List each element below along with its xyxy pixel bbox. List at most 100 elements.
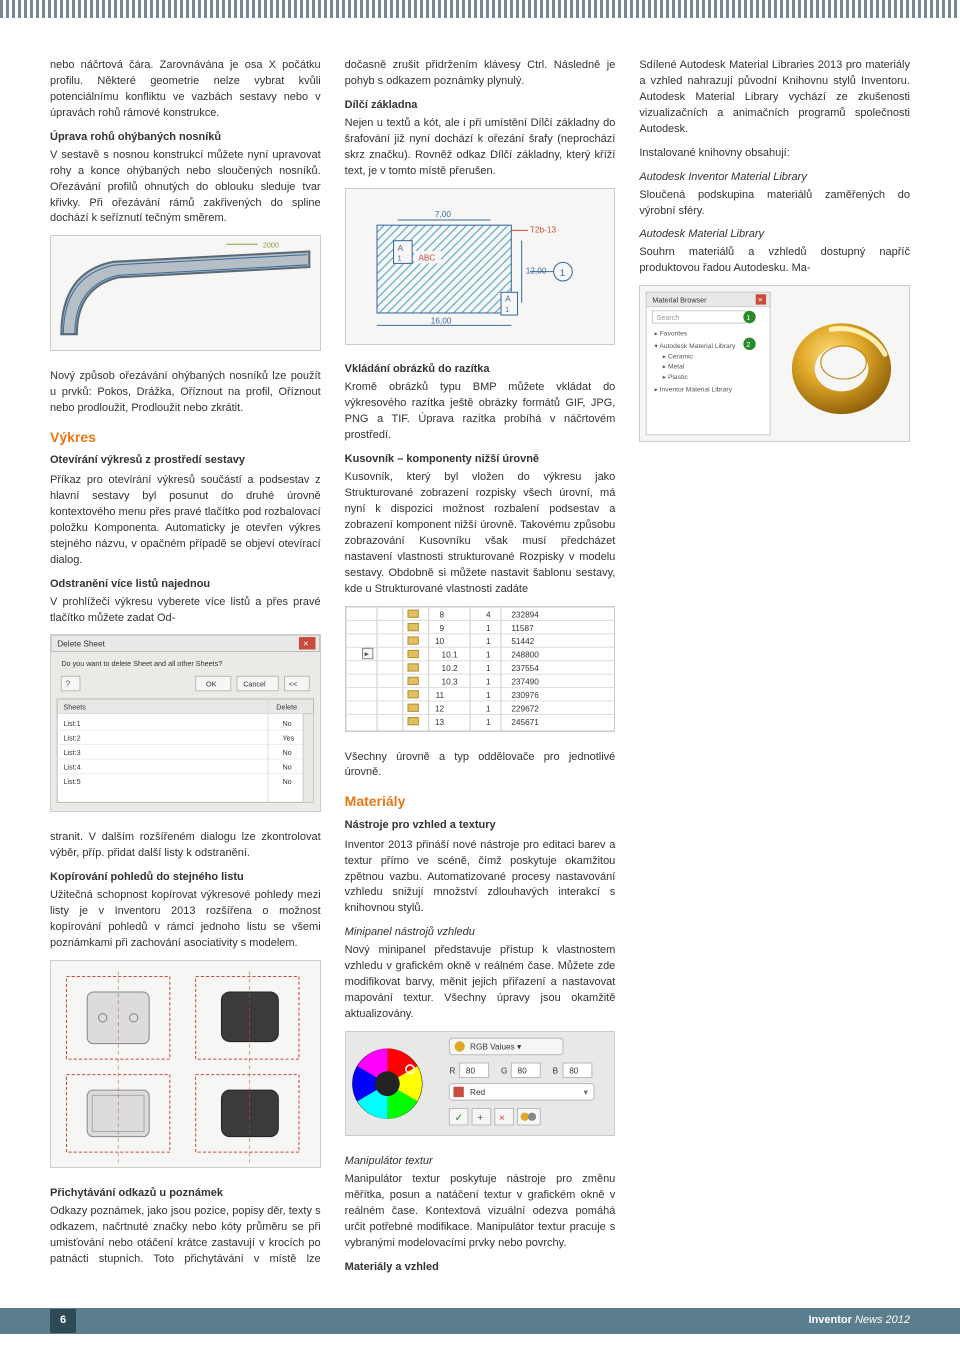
p-rohy: V sestavě s nosnou konstrukcí můžete nyn… xyxy=(50,148,321,228)
svg-text:Sheets: Sheets xyxy=(63,703,86,712)
svg-text:7,00: 7,00 xyxy=(435,209,451,218)
svg-text:1: 1 xyxy=(560,267,565,277)
p-odstraneni1: V prohlížeči výkresu vyberete více listů… xyxy=(50,595,321,627)
p-nastroje: Inventor 2013 přináší nové nástroje pro … xyxy=(345,838,616,918)
p-kusovnik: Kusovník, který byl vložen do výkresu ja… xyxy=(345,470,616,598)
heading-vykres: Výkres xyxy=(50,427,321,447)
svg-text:237490: 237490 xyxy=(511,677,539,686)
svg-text:▸ Favorites: ▸ Favorites xyxy=(655,331,688,338)
svg-text:248800: 248800 xyxy=(511,650,539,659)
svg-text:1: 1 xyxy=(486,677,491,686)
heading-minipanel: Minipanel nástrojů vzhledu xyxy=(345,925,616,941)
svg-text:16,00: 16,00 xyxy=(430,316,451,325)
p-matvzhled: Sdílené Autodesk Material Libraries 2013… xyxy=(639,58,910,138)
svg-text:1: 1 xyxy=(486,650,491,659)
svg-text:▸: ▸ xyxy=(364,649,368,658)
heading-kusovnik: Kusovník – komponenty nižší úrovně xyxy=(345,452,616,468)
svg-text:10: 10 xyxy=(435,637,445,646)
svg-text:4: 4 xyxy=(486,610,491,619)
svg-text:ABC: ABC xyxy=(418,253,435,262)
heading-otevirani: Otevírání výkresů z prostředí sestavy xyxy=(50,453,321,469)
heading-rohy: Úprava rohů ohýbaných nosníků xyxy=(50,130,321,146)
intro-paragraph: nebo náčrtová čára. Zarovnávána je osa X… xyxy=(50,58,321,122)
svg-text:2000: 2000 xyxy=(263,241,279,250)
bom-table-svg: ▸ 84232894 9111587 10151442 10.11248800 … xyxy=(345,606,616,732)
p-instalovane: Instalované knihovny obsahují: xyxy=(639,146,910,162)
p-kopirovani: Užitečná schopnost kopírovat výkresové p… xyxy=(50,888,321,952)
svg-text:11587: 11587 xyxy=(511,623,534,632)
figure-bent-beam: 2000 xyxy=(50,235,321,357)
svg-text:230976: 230976 xyxy=(511,691,539,700)
svg-text:9: 9 xyxy=(439,623,444,632)
svg-text:232894: 232894 xyxy=(511,610,539,619)
p-minipanel: Nový minipanel představuje přístup k vla… xyxy=(345,943,616,1023)
svg-text:Material Browser: Material Browser xyxy=(653,296,708,305)
svg-text:List:1: List:1 xyxy=(63,719,80,728)
heading-aim: Autodesk Inventor Material Library xyxy=(639,170,910,186)
heading-kopirovani: Kopírování pohledů do stejného listu xyxy=(50,870,321,886)
hatch-svg: A 1 ABC 7,00 T2b-13 12,00 1 16,00 A 1 xyxy=(345,188,616,345)
svg-text:▸ Ceramic: ▸ Ceramic xyxy=(663,354,694,361)
delete-dialog-svg: Delete Sheet × Do you want to delete She… xyxy=(50,634,321,812)
svg-text:1: 1 xyxy=(505,305,509,314)
heading-nastroje: Nástroje pro vzhled a textury xyxy=(345,818,616,834)
p-vsechny: Všechny úrovně a typ oddělovače pro jedn… xyxy=(345,750,616,782)
svg-text:11: 11 xyxy=(435,691,444,700)
page-number: 6 xyxy=(50,1309,76,1333)
svg-text:12: 12 xyxy=(435,704,445,713)
svg-text:10.1: 10.1 xyxy=(441,650,457,659)
svg-text:?: ? xyxy=(65,680,70,689)
figure-delete-dialog: Delete Sheet × Do you want to delete She… xyxy=(50,634,321,818)
svg-text:Red: Red xyxy=(470,1088,486,1097)
figure-hatch-datum: A 1 ABC 7,00 T2b-13 12,00 1 16,00 A 1 xyxy=(345,188,616,351)
svg-text:8: 8 xyxy=(439,610,444,619)
svg-text:G: G xyxy=(501,1066,507,1075)
svg-text:▸ Plastic: ▸ Plastic xyxy=(663,374,689,381)
svg-text:R: R xyxy=(449,1066,455,1075)
svg-text:1: 1 xyxy=(486,623,491,632)
figure-drawing-views xyxy=(50,960,321,1175)
svg-text:229672: 229672 xyxy=(511,704,539,713)
svg-text:×: × xyxy=(303,639,308,649)
svg-text:▸ Inventor Material Library: ▸ Inventor Material Library xyxy=(655,387,733,394)
svg-text:✓: ✓ xyxy=(454,1113,463,1124)
drawing-views-svg xyxy=(50,960,321,1169)
p-aml: Souhrn materiálů a vzhledů dostupný např… xyxy=(639,245,910,277)
svg-text:List:4: List:4 xyxy=(63,763,80,772)
svg-text:1: 1 xyxy=(747,313,751,322)
rgb-panel-svg: RGB Values ▾ R 80 G 80 B 80 Red ▾ ✓ + xyxy=(345,1031,616,1136)
heading-odstraneni: Odstranění více listů najednou xyxy=(50,577,321,593)
svg-text:2: 2 xyxy=(747,340,751,349)
figure-rgb-panel: RGB Values ▾ R 80 G 80 B 80 Red ▾ ✓ + xyxy=(345,1031,616,1142)
svg-text:A: A xyxy=(397,244,403,253)
svg-text:List:3: List:3 xyxy=(63,748,80,757)
article-body: nebo náčrtová čára. Zarovnávána je osa X… xyxy=(0,58,960,1288)
svg-text:80: 80 xyxy=(517,1066,527,1075)
svg-text:No: No xyxy=(282,748,291,757)
p-vkladani: Kromě obrázků typu BMP můžete vkládat do… xyxy=(345,380,616,444)
heading-matvzhled: Materiály a vzhled xyxy=(345,1260,616,1276)
svg-text:A: A xyxy=(505,294,511,303)
heading-aml: Autodesk Material Library xyxy=(639,227,910,243)
svg-text:80: 80 xyxy=(466,1066,476,1075)
svg-text:Yes: Yes xyxy=(282,734,294,743)
svg-text:▸ Metal: ▸ Metal xyxy=(663,364,685,371)
svg-text:237554: 237554 xyxy=(511,664,539,673)
p-otevirani: Příkaz pro otevírání výkresů součástí a … xyxy=(50,473,321,569)
svg-text:Delete Sheet: Delete Sheet xyxy=(57,640,105,649)
svg-text:10.2: 10.2 xyxy=(441,664,457,673)
figure-bom-table: ▸ 84232894 9111587 10151442 10.11248800 … xyxy=(345,606,616,738)
svg-text:+: + xyxy=(477,1113,483,1124)
p-dilci: Nejen u textů a kót, ale i při umístění … xyxy=(345,116,616,180)
svg-text:List:2: List:2 xyxy=(63,734,80,743)
material-browser-svg: Material Browser × Search ▸ Favorites ▾ … xyxy=(639,285,910,442)
svg-text:<<: << xyxy=(289,680,297,689)
svg-text:10.3: 10.3 xyxy=(441,677,457,686)
svg-text:Cancel: Cancel xyxy=(243,680,266,689)
p-odstraneni2: stranit. V dalším rozšířeném dialogu lze… xyxy=(50,830,321,862)
svg-text:1: 1 xyxy=(486,704,491,713)
heading-materialy: Materiály xyxy=(345,791,616,811)
page-top-stripe xyxy=(0,0,960,18)
svg-text:No: No xyxy=(282,719,291,728)
svg-text:51442: 51442 xyxy=(511,637,534,646)
